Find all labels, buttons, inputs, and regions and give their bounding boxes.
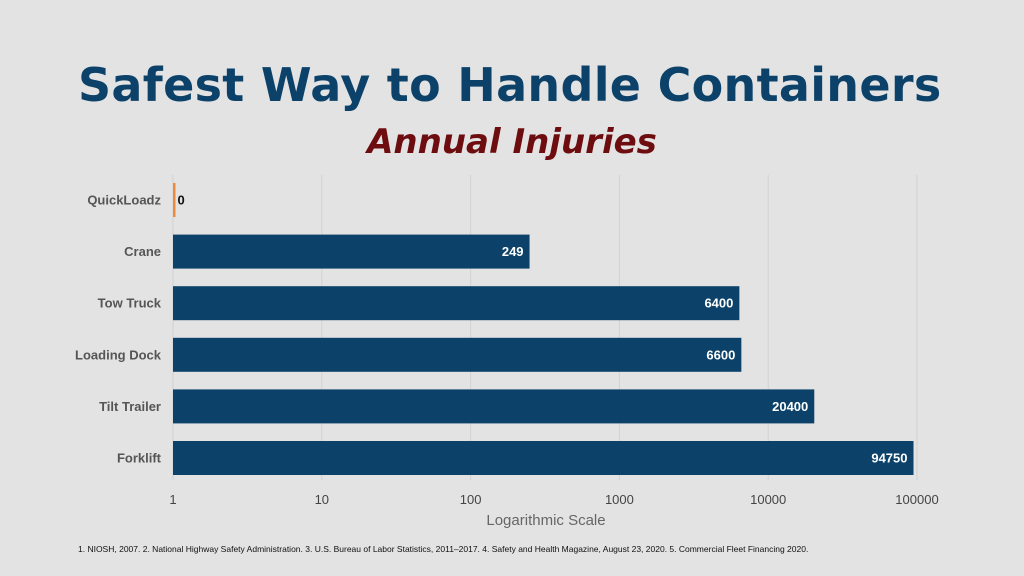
category-label: Tilt Trailer — [99, 399, 161, 414]
bar-tow-truck — [173, 286, 740, 321]
data-label: 249 — [502, 244, 524, 259]
slide-title: Safest Way to Handle Containers — [78, 58, 942, 112]
data-label: 20400 — [772, 399, 808, 414]
x-tick-label: 1 — [169, 492, 176, 507]
category-label: Tow Truck — [98, 296, 162, 311]
bar-forklift — [173, 441, 914, 475]
data-label: 6400 — [704, 296, 733, 311]
category-label: Forklift — [117, 451, 162, 466]
x-axis-title: Logarithmic Scale — [486, 512, 605, 529]
chart-title: Annual Injuries — [367, 122, 657, 162]
data-label: 0 — [178, 193, 185, 208]
bar-quickloadz — [173, 183, 176, 217]
category-label: Crane — [124, 244, 161, 259]
category-label: QuickLoadz — [87, 193, 161, 208]
data-label: 94750 — [871, 451, 907, 466]
footnote: 1. NIOSH, 2007. 2. National Highway Safe… — [78, 544, 809, 554]
x-tick-label: 10 — [315, 492, 329, 507]
x-tick-label: 100 — [460, 492, 482, 507]
data-label: 6600 — [706, 347, 735, 362]
bar-loading-dock — [173, 337, 742, 372]
x-tick-label: 1000 — [605, 492, 634, 507]
category-label: Loading Dock — [75, 347, 162, 362]
x-tick-label: 100000 — [895, 492, 938, 507]
bar-crane — [173, 234, 530, 269]
bar-tilt-trailer — [173, 389, 815, 424]
x-tick-label: 10000 — [750, 492, 786, 507]
